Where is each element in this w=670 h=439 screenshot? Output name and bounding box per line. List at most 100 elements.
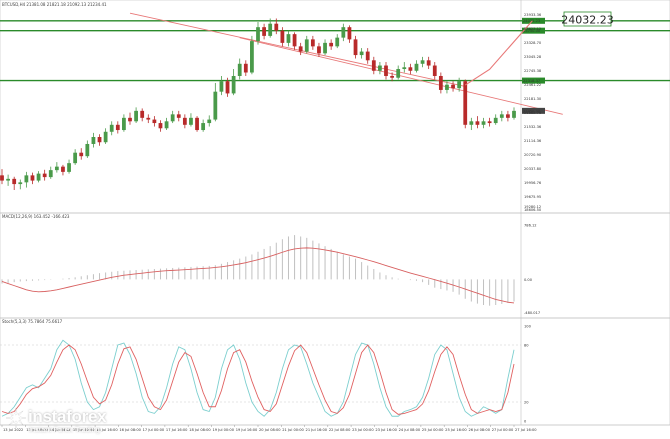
candle-body bbox=[73, 152, 78, 164]
candle-body bbox=[323, 42, 327, 54]
candle-body bbox=[128, 117, 132, 122]
candle-body bbox=[335, 37, 340, 47]
candle-body bbox=[298, 46, 303, 52]
time-axis-ticks: 13 Jul 2022 13 Jul 16:00 14 Jul 08:00 15 Ju… bbox=[1, 425, 537, 432]
candle-body bbox=[109, 124, 114, 132]
candle-body bbox=[256, 27, 260, 42]
candle-body bbox=[30, 175, 35, 181]
candle-body bbox=[48, 170, 53, 178]
time-tick-label: 27 Jul 00:00 bbox=[492, 428, 514, 432]
channel-lower-line bbox=[239, 37, 563, 115]
candle-body bbox=[384, 65, 388, 76]
stoch-tick-label: 80 bbox=[524, 344, 529, 348]
candle-body bbox=[408, 67, 413, 71]
price-tick-label: 19280.12 bbox=[524, 205, 541, 209]
candle-body bbox=[85, 143, 90, 157]
candle-body bbox=[103, 131, 108, 143]
candle-body bbox=[304, 39, 309, 52]
time-tick-label: 17 Jul 16:00 bbox=[166, 428, 188, 432]
price-tick-label: 22745.38 bbox=[524, 69, 542, 73]
candle-body bbox=[274, 23, 279, 31]
candle-body bbox=[24, 175, 29, 183]
projection-line bbox=[464, 20, 533, 86]
channel-upper-line bbox=[129, 12, 466, 87]
time-tick-label: 21 Jul 00:00 bbox=[282, 428, 304, 432]
candle-body bbox=[280, 30, 285, 43]
macd-signal-line bbox=[1, 247, 515, 304]
candle-body bbox=[359, 51, 364, 56]
candle-body bbox=[6, 178, 10, 181]
current-price-tag bbox=[522, 107, 545, 114]
candle-body bbox=[134, 110, 138, 122]
candle-body bbox=[79, 152, 84, 157]
candle-body bbox=[97, 137, 102, 143]
time-tick-label: 17 Jul 00:00 bbox=[143, 428, 165, 432]
macd-axis-ticks: 786.12 0.00 -480.017 bbox=[524, 223, 540, 315]
time-tick-label: 14 Jul 08:00 bbox=[50, 428, 72, 432]
candle-body bbox=[219, 81, 224, 92]
candle-body bbox=[396, 69, 401, 78]
level-price-tag bbox=[522, 77, 545, 84]
price-tick-label: 18606.50 bbox=[524, 208, 542, 212]
stoch-tick-label: 100 bbox=[524, 325, 532, 329]
time-tick-label: 21 Jul 16:00 bbox=[306, 428, 328, 432]
candle-body bbox=[365, 51, 370, 61]
candle-body bbox=[329, 42, 334, 47]
brand-logo: instaforex Instant Forex Trading bbox=[0, 403, 130, 435]
stoch-axis-ticks: 100 80 20 0 bbox=[524, 325, 532, 424]
candle-body bbox=[152, 119, 157, 124]
candle-body bbox=[506, 114, 510, 118]
candle-body bbox=[317, 46, 321, 54]
price-tick-label: 22181.30 bbox=[524, 97, 542, 101]
candle-body bbox=[182, 117, 187, 125]
stoch-tick-label: 0 bbox=[524, 420, 527, 424]
time-tick-label: 16 Jul 08:00 bbox=[119, 428, 141, 432]
price-tick-label: 20337.80 bbox=[524, 167, 542, 171]
candle-body bbox=[189, 117, 193, 125]
level-price-text: 22318.37 bbox=[523, 79, 540, 83]
candle-body bbox=[115, 124, 120, 131]
price-tick-label: 21114.36 bbox=[524, 139, 542, 143]
candle-body bbox=[463, 81, 468, 125]
candle-body bbox=[213, 91, 218, 120]
candle-body bbox=[36, 173, 41, 181]
stoch-line-signal bbox=[1, 344, 515, 415]
candle-body bbox=[481, 121, 486, 125]
candle-body bbox=[140, 110, 145, 118]
candle-body bbox=[207, 119, 212, 124]
target-label-box bbox=[563, 11, 612, 27]
candle-body bbox=[353, 39, 358, 56]
price-tick-label: 23933.36 bbox=[524, 13, 542, 17]
candle-body bbox=[378, 65, 382, 71]
brand-name: instaforex bbox=[28, 407, 107, 426]
projection-path bbox=[464, 20, 533, 86]
target-label: 24032.23 bbox=[561, 14, 614, 27]
candle-body bbox=[67, 163, 71, 172]
candle-body bbox=[451, 84, 455, 89]
level-price-text: 23750.00 bbox=[523, 29, 541, 33]
macd-tick-label: -480.017 bbox=[524, 311, 540, 315]
candle-body bbox=[487, 121, 492, 124]
candle-body bbox=[286, 34, 291, 43]
stochastic-lines bbox=[0, 339, 521, 417]
candle-body bbox=[292, 34, 297, 47]
macd-histogram bbox=[1, 235, 515, 306]
candle-body bbox=[390, 75, 394, 78]
time-tick-label: 19 Jul 16:00 bbox=[236, 428, 258, 432]
time-tick-label: 13 Jul 2022 bbox=[3, 428, 23, 432]
price-tick-label: 19675.95 bbox=[524, 195, 541, 199]
candle-body bbox=[493, 117, 498, 124]
candle-body bbox=[432, 65, 437, 76]
time-tick-label: 25 Jul 16:00 bbox=[445, 428, 467, 432]
candle-body bbox=[146, 117, 151, 120]
time-tick-label: 18 Jul 08:00 bbox=[189, 428, 211, 432]
time-tick-label: 15 Jul 16:00 bbox=[96, 428, 118, 432]
candle-body bbox=[341, 27, 346, 38]
time-tick-label: 20 Jul 08:00 bbox=[259, 428, 281, 432]
candle-body bbox=[201, 123, 206, 131]
time-tick-label: 15 Jul 00:00 bbox=[73, 428, 95, 432]
candle-body bbox=[12, 178, 17, 185]
candle-body bbox=[475, 121, 480, 125]
price-tick-label: 19956.76 bbox=[524, 181, 542, 185]
